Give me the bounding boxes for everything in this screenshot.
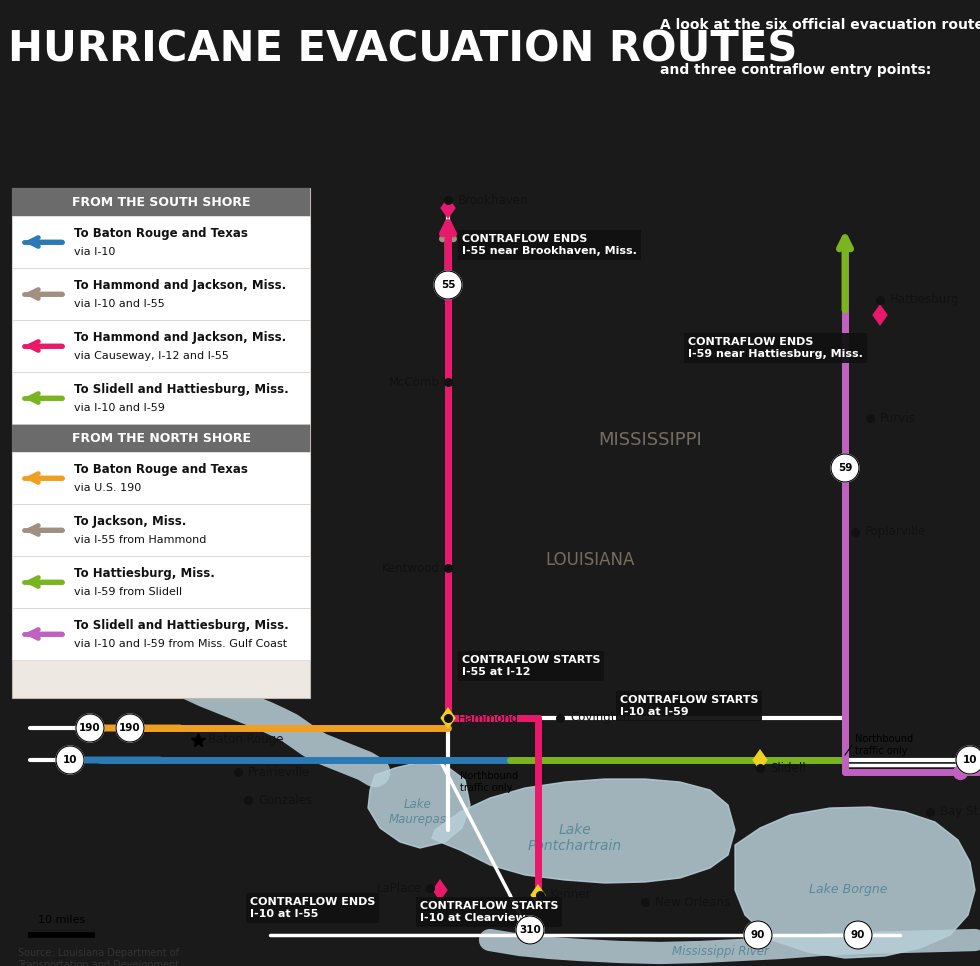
Text: via I-10 and I-59: via I-10 and I-59: [74, 403, 165, 413]
Circle shape: [956, 746, 980, 774]
Text: Prairieville: Prairieville: [248, 765, 311, 779]
Text: MISSISSIPPI: MISSISSIPPI: [598, 431, 702, 449]
Text: via I-10 and I-55: via I-10 and I-55: [74, 299, 165, 309]
FancyBboxPatch shape: [12, 268, 310, 320]
FancyBboxPatch shape: [12, 216, 310, 268]
Text: LOUISIANA: LOUISIANA: [545, 551, 635, 569]
Text: To Hammond and Jackson, Miss.: To Hammond and Jackson, Miss.: [74, 278, 286, 292]
Text: via I-59 from Slidell: via I-59 from Slidell: [74, 587, 182, 597]
Text: To Hammond and Jackson, Miss.: To Hammond and Jackson, Miss.: [74, 330, 286, 344]
Text: To Baton Rouge and Texas: To Baton Rouge and Texas: [74, 463, 248, 475]
Text: 10: 10: [962, 755, 977, 765]
Text: Source: Louisiana Department of
Transportation and Development
DAN SWENSON / GRA: Source: Louisiana Department of Transpor…: [18, 948, 207, 966]
FancyBboxPatch shape: [12, 424, 310, 452]
Text: Gonzales: Gonzales: [258, 793, 312, 807]
Text: via Causeway, I-12 and I-55: via Causeway, I-12 and I-55: [74, 351, 229, 361]
Text: To Jackson, Miss.: To Jackson, Miss.: [74, 515, 186, 527]
Text: Covington: Covington: [570, 712, 630, 724]
Text: Slidell: Slidell: [770, 761, 806, 775]
Polygon shape: [735, 807, 975, 958]
Circle shape: [116, 714, 144, 742]
Text: CONTRAFLOW ENDS
I-59 near Hattiesburg, Miss.: CONTRAFLOW ENDS I-59 near Hattiesburg, M…: [688, 337, 862, 358]
Text: HURRICANE EVACUATION ROUTES: HURRICANE EVACUATION ROUTES: [8, 29, 798, 71]
Text: CONTRAFLOW STARTS
I-10 at I-59: CONTRAFLOW STARTS I-10 at I-59: [620, 696, 759, 717]
Text: via I-10: via I-10: [74, 247, 116, 257]
FancyBboxPatch shape: [12, 188, 310, 216]
Text: CONTRAFLOW STARTS
I-10 at Clearview: CONTRAFLOW STARTS I-10 at Clearview: [420, 901, 559, 923]
Polygon shape: [368, 762, 470, 848]
FancyBboxPatch shape: [12, 556, 310, 608]
Text: Baton Rouge: Baton Rouge: [208, 733, 283, 747]
Text: Purvis: Purvis: [880, 412, 915, 424]
Text: To Slidell and Hattiesburg, Miss.: To Slidell and Hattiesburg, Miss.: [74, 383, 289, 395]
Text: CONTRAFLOW ENDS
I-10 at I-55: CONTRAFLOW ENDS I-10 at I-55: [250, 897, 375, 919]
Text: Brookhaven: Brookhaven: [458, 193, 528, 207]
Text: 55: 55: [441, 280, 456, 290]
Text: McComb: McComb: [389, 376, 440, 388]
Text: Northbound
traffic only: Northbound traffic only: [460, 771, 518, 793]
Polygon shape: [432, 779, 735, 883]
Circle shape: [516, 916, 544, 944]
Text: Lake Borgne: Lake Borgne: [808, 884, 887, 896]
FancyBboxPatch shape: [12, 608, 310, 660]
Circle shape: [434, 271, 462, 299]
Text: 10: 10: [63, 755, 77, 765]
Text: Kenner: Kenner: [550, 889, 592, 901]
Text: CONTRAFLOW STARTS
I-55 at I-12: CONTRAFLOW STARTS I-55 at I-12: [462, 655, 601, 677]
Text: Kentwood: Kentwood: [382, 561, 440, 575]
Text: via U.S. 190: via U.S. 190: [74, 483, 141, 493]
Text: 310: 310: [519, 925, 541, 935]
Text: CONTRAFLOW ENDS
I-55 near Brookhaven, Miss.: CONTRAFLOW ENDS I-55 near Brookhaven, Mi…: [462, 234, 637, 256]
Polygon shape: [440, 707, 456, 729]
FancyBboxPatch shape: [12, 320, 310, 372]
Polygon shape: [753, 749, 767, 771]
Text: Lake
Maurepas: Lake Maurepas: [389, 798, 447, 826]
Polygon shape: [530, 884, 546, 906]
Text: 59: 59: [838, 463, 853, 473]
Text: To Baton Rouge and Texas: To Baton Rouge and Texas: [74, 226, 248, 240]
Text: New Orleans: New Orleans: [655, 895, 730, 908]
Text: LaPlace: LaPlace: [377, 882, 422, 895]
Text: Hattiesburg: Hattiesburg: [890, 294, 959, 306]
Text: To Hattiesburg, Miss.: To Hattiesburg, Miss.: [74, 566, 215, 580]
Text: 10 miles: 10 miles: [38, 915, 85, 925]
Text: Mississippi River: Mississippi River: [671, 946, 768, 958]
Circle shape: [744, 921, 772, 949]
Text: To Slidell and Hattiesburg, Miss.: To Slidell and Hattiesburg, Miss.: [74, 618, 289, 632]
Text: Mississippi
River: Mississippi River: [14, 661, 76, 689]
Circle shape: [56, 746, 84, 774]
FancyBboxPatch shape: [12, 452, 310, 504]
Polygon shape: [432, 879, 448, 901]
Text: FROM THE SOUTH SHORE: FROM THE SOUTH SHORE: [72, 195, 250, 209]
Text: via I-10 and I-59 from Miss. Gulf Coast: via I-10 and I-59 from Miss. Gulf Coast: [74, 639, 287, 649]
Text: via I-55 from Hammond: via I-55 from Hammond: [74, 535, 207, 545]
Text: Hammond: Hammond: [458, 712, 519, 724]
Text: Poplarville: Poplarville: [865, 526, 926, 538]
Text: Lake
Pontchartrain: Lake Pontchartrain: [528, 823, 622, 853]
Text: Northbound
traffic only: Northbound traffic only: [855, 734, 913, 755]
Text: Bay St. Louis: Bay St. Louis: [940, 806, 980, 818]
Text: FROM THE NORTH SHORE: FROM THE NORTH SHORE: [72, 432, 251, 444]
Circle shape: [76, 714, 104, 742]
Text: A look at the six official evacuation routes: A look at the six official evacuation ro…: [660, 18, 980, 32]
Text: and three contraflow entry points:: and three contraflow entry points:: [660, 63, 931, 77]
FancyBboxPatch shape: [12, 504, 310, 556]
Text: 190: 190: [120, 723, 141, 733]
Text: 90: 90: [851, 930, 865, 940]
Polygon shape: [872, 304, 888, 326]
Text: 190: 190: [79, 723, 101, 733]
FancyBboxPatch shape: [12, 188, 310, 698]
FancyBboxPatch shape: [12, 372, 310, 424]
Circle shape: [844, 921, 872, 949]
Text: 90: 90: [751, 930, 765, 940]
Polygon shape: [440, 197, 456, 219]
Circle shape: [831, 454, 859, 482]
